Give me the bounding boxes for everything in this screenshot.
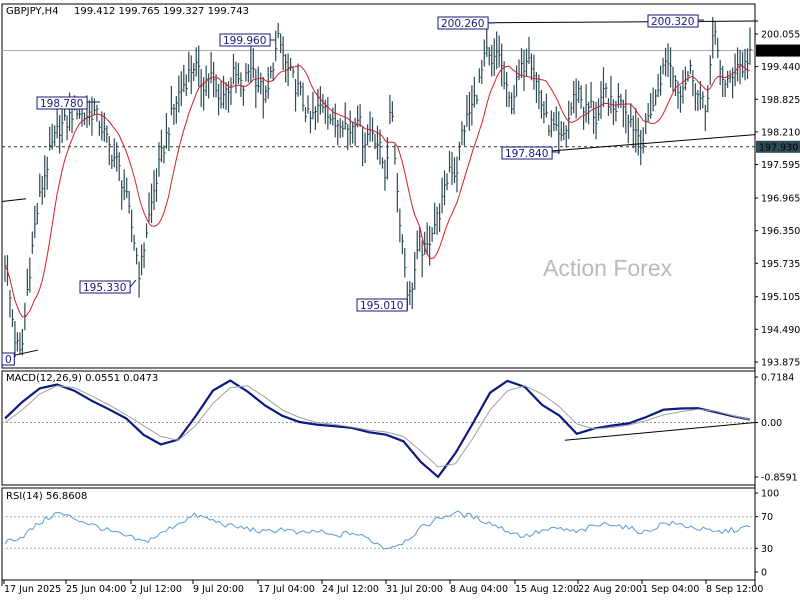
watermark: Action Forex (543, 255, 673, 281)
price-annotation-box (1, 352, 15, 366)
price-annotation-label: 195.010 (360, 300, 403, 312)
price-axis-label: 198.210 (761, 127, 800, 138)
rsi-axis-label: 30 (761, 544, 773, 555)
resistance-trendline (443, 20, 759, 24)
price-annotation-box (647, 14, 699, 28)
time-axis-label: 2 Jul 12:00 (131, 584, 182, 595)
time-axis-label: 17 Jun 2025 (4, 584, 61, 595)
time-axis-label: 8 Aug 04:00 (450, 584, 508, 595)
price-axis-label: 193.875 (761, 358, 800, 369)
rsi-title: RSI(14) 56.8608 (6, 491, 87, 502)
price-annotation-box (36, 96, 88, 110)
chart-symbol: GBPJPY,H4 (6, 6, 59, 17)
price-annotation-label: 197.840 (505, 148, 548, 160)
support-trendline (544, 134, 756, 153)
last-price-badge (756, 44, 800, 57)
reference-level-badge (756, 140, 800, 153)
rsi-pane (1, 487, 756, 581)
macd-axis-label: -0.8591 (761, 473, 798, 484)
price-annotation-connector (129, 279, 137, 288)
macd-trendline (564, 422, 756, 441)
time-axis-label: 9 Jul 20:00 (193, 584, 244, 595)
time-axis-label: 24 Jul 12:00 (322, 584, 379, 595)
price-axis-label: 199.440 (761, 62, 800, 73)
time-axis-label: 25 Jun 04:00 (66, 584, 126, 595)
price-axis-label: 194.490 (761, 325, 800, 336)
macd-axis-label: 0.00 (761, 418, 782, 429)
price-axis-label: 197.595 (761, 160, 800, 171)
price-axis-label: 195.105 (761, 292, 800, 303)
price-annotation-label: 195.330 (83, 282, 126, 294)
macd-line (4, 379, 751, 479)
price-axis-label: 196.350 (761, 226, 800, 237)
price-annotation-box (501, 146, 553, 160)
price-pane (1, 3, 756, 369)
price-annotation-label: 200.260 (441, 18, 484, 30)
price-annotation-label: 198.780 (40, 98, 83, 110)
last-price-label: 199.743 (759, 46, 798, 57)
macd-axis-label: 0.7184 (761, 373, 794, 384)
macd-title: MACD(12,26,9) 0.0551 0.0473 (6, 373, 158, 384)
price-axis-label: 198.825 (761, 95, 800, 106)
moving-average-line (4, 64, 751, 318)
price-annotation-label: 199.960 (223, 35, 266, 47)
macd-pane (1, 370, 756, 486)
rsi-axis-label: 70 (761, 512, 773, 523)
time-axis-label: 17 Jul 04:00 (258, 584, 315, 595)
chart-ohlc: 199.412 199.765 199.327 199.743 (74, 6, 249, 17)
time-axis-label: 22 Aug 20:00 (578, 584, 642, 595)
time-axis-label: 15 Aug 12:00 (515, 584, 579, 595)
price-axis-label: 195.735 (761, 259, 800, 270)
time-axis-label: 8 Sep 12:00 (706, 584, 763, 595)
price-annotation-label: 0 (5, 354, 12, 366)
price-axis-label: 196.965 (761, 194, 800, 205)
macd-signal-line (4, 385, 751, 468)
price-annotation-label: 200.320 (651, 16, 694, 28)
short-trendline (1, 198, 27, 202)
reference-level-label: 197.930 (759, 142, 798, 153)
time-axis-label: 31 Jul 20:00 (386, 584, 443, 595)
rsi-axis-label: 0 (761, 568, 767, 579)
rsi-line (4, 510, 751, 550)
price-axis-label: 200.055 (761, 30, 800, 41)
time-axis-label: 1 Sep 04:00 (642, 584, 699, 595)
rsi-axis-label: 100 (761, 489, 779, 500)
